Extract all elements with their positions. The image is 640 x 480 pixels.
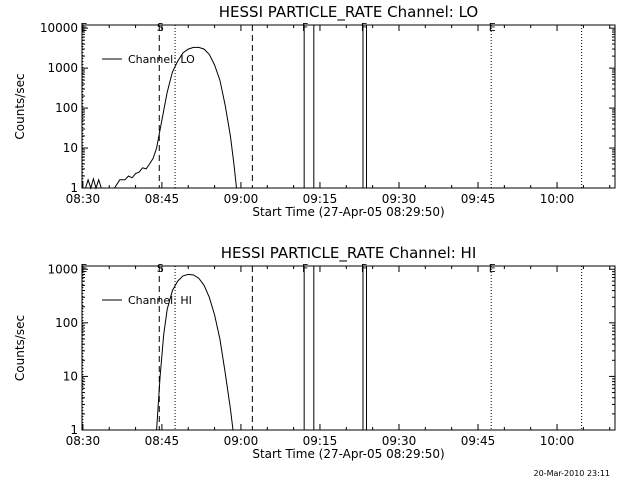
x-tick-label: 08:30 xyxy=(66,192,101,206)
chart-title: HESSI PARTICLE_RATE Channel: HI xyxy=(221,244,477,263)
x-axis-label: Start Time (27-Apr-05 08:29:50) xyxy=(252,447,444,461)
y-axis-label: Counts/sec xyxy=(13,73,27,139)
x-tick-label: 09:00 xyxy=(224,434,259,448)
x-tick-label: 08:45 xyxy=(145,192,180,206)
y-axis-label: Counts/sec xyxy=(13,315,27,381)
x-tick-label: 08:45 xyxy=(145,434,180,448)
x-tick-label: 09:00 xyxy=(224,192,259,206)
series-line xyxy=(156,273,234,431)
chart-panel-0: HESSI PARTICLE_RATE Channel: LO 08:30 08:4… xyxy=(13,3,616,219)
chart-title: HESSI PARTICLE_RATE Channel: LO xyxy=(219,3,478,22)
x-tick-label: 09:15 xyxy=(303,434,338,448)
event-marker-label: F xyxy=(302,21,308,34)
x-tick-label: 10:00 xyxy=(540,192,575,206)
y-tick-label: 1000 xyxy=(47,61,78,75)
event-marker-label: S xyxy=(157,21,164,34)
x-tick-label: 09:45 xyxy=(461,434,496,448)
timestamp-label: 20-Mar-2010 23:11 xyxy=(534,469,611,478)
series-line xyxy=(85,46,237,190)
y-tick-label: 10 xyxy=(63,369,78,383)
chart-panel-1: HESSI PARTICLE_RATE Channel: HI 08:30 08:4… xyxy=(13,244,616,461)
plot-frame xyxy=(81,24,616,189)
y-tick-label: 1 xyxy=(70,423,78,437)
plot-frame xyxy=(81,265,616,431)
event-marker-label: F xyxy=(361,21,367,34)
legend-label: Channel: HI xyxy=(128,294,192,307)
x-tick-label: 09:30 xyxy=(382,434,417,448)
x-tick-label: 09:15 xyxy=(303,192,338,206)
event-marker-label: S xyxy=(157,262,164,275)
y-tick-label: 100 xyxy=(55,316,78,330)
x-tick-label: 09:30 xyxy=(382,192,417,206)
x-tick-label: 09:45 xyxy=(461,192,496,206)
event-marker-label: F xyxy=(302,262,308,275)
y-tick-label: 100 xyxy=(55,101,78,115)
legend-label: Channel: LO xyxy=(128,53,195,66)
y-tick-label: 1 xyxy=(70,181,78,195)
event-marker-label: E xyxy=(489,21,496,34)
x-tick-label: 08:30 xyxy=(66,434,101,448)
event-marker-label: E xyxy=(80,262,87,275)
x-tick-label: 10:00 xyxy=(540,434,575,448)
x-axis-label: Start Time (27-Apr-05 08:29:50) xyxy=(252,205,444,219)
event-marker-label: E xyxy=(489,262,496,275)
event-marker-label: F xyxy=(361,262,367,275)
y-tick-label: 1000 xyxy=(47,262,78,276)
y-tick-label: 10000 xyxy=(40,21,78,35)
y-tick-label: 10 xyxy=(63,141,78,155)
event-marker-label: E xyxy=(80,21,87,34)
